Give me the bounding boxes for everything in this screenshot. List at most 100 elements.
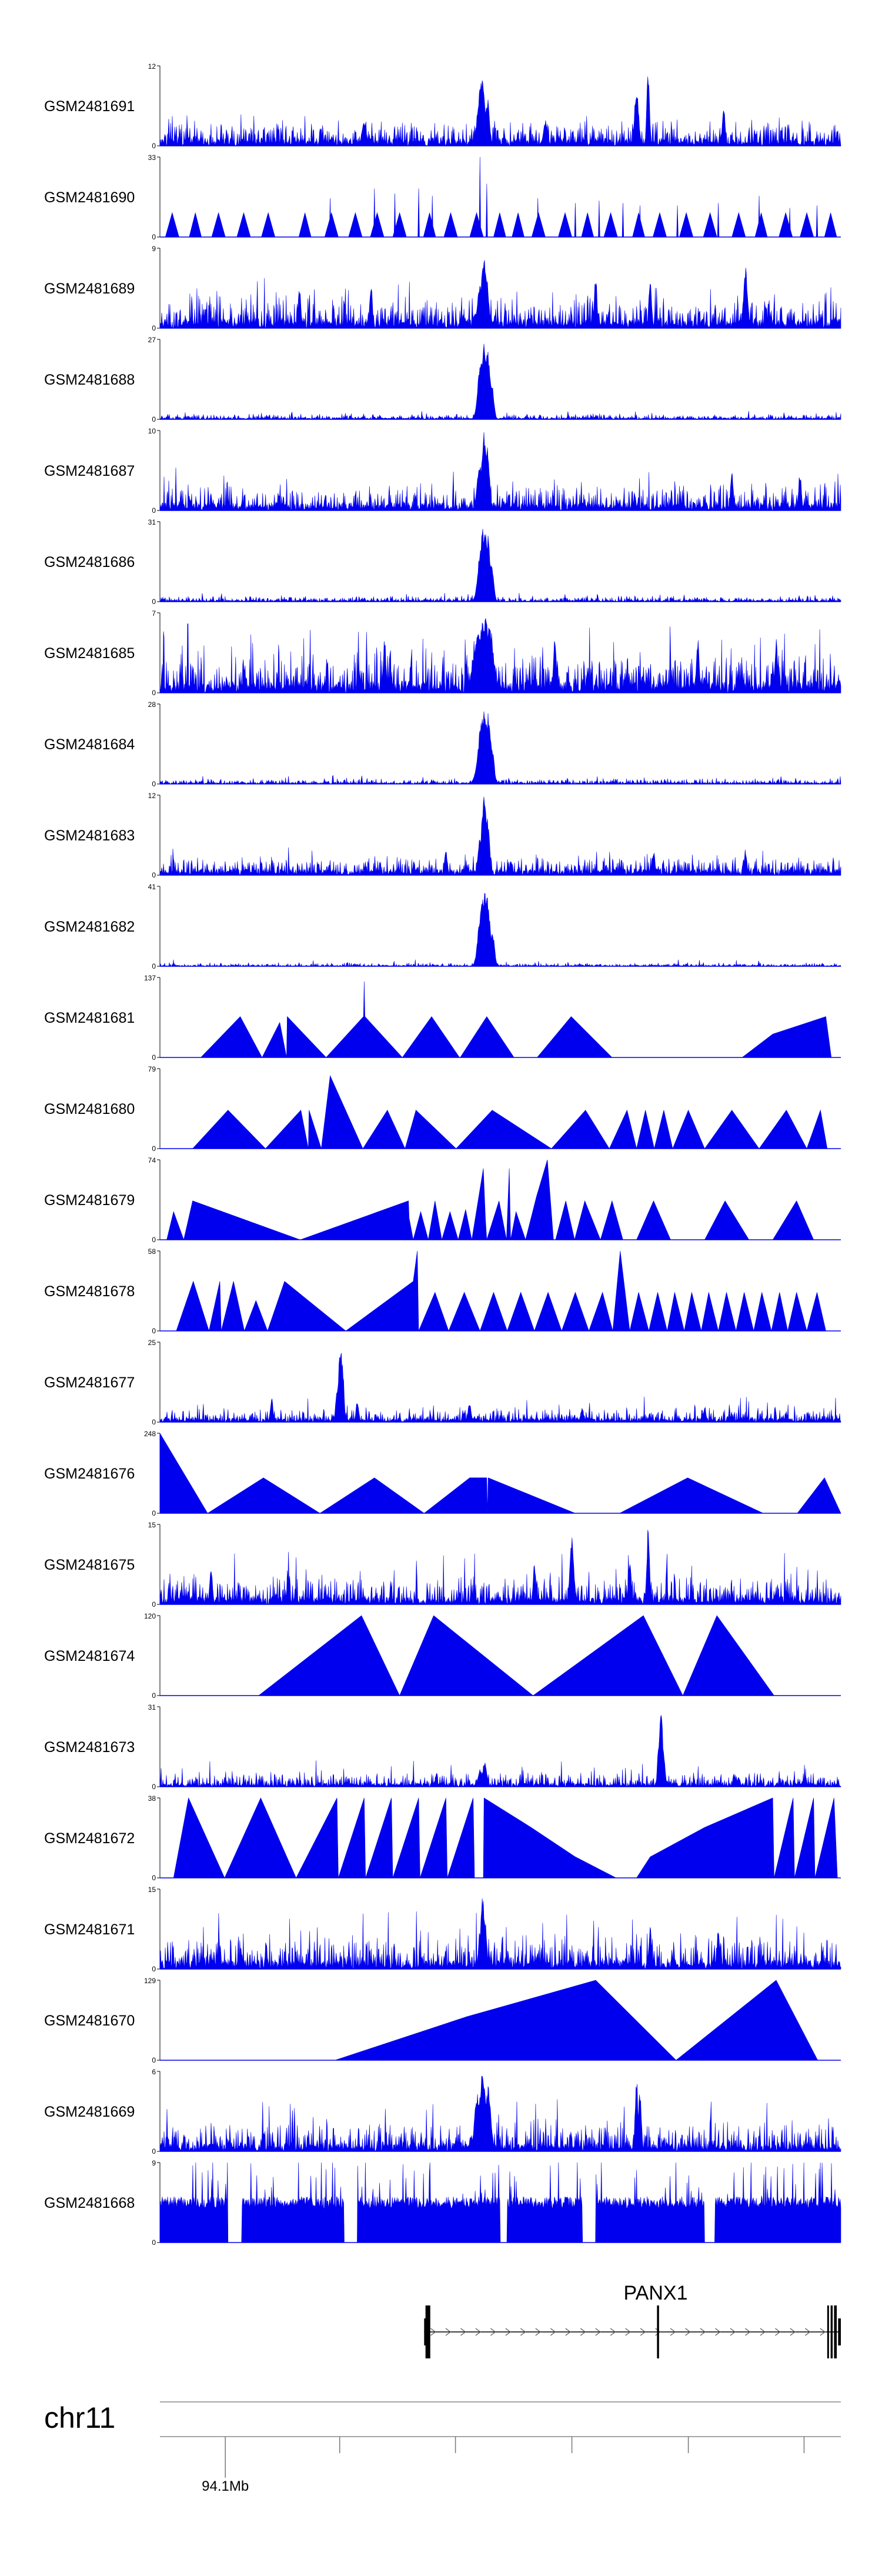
track-gsm2481670: GSM2481670 129 0 [44, 1977, 841, 2064]
strand-chevron-icon [700, 2328, 706, 2336]
y-tick-label-max: 7 [152, 609, 156, 618]
y-tick-label-zero: 0 [152, 2238, 156, 2247]
y-tick-label-zero: 0 [152, 1691, 156, 1700]
track-gsm2481669: GSM2481669 6 0 [44, 2068, 841, 2155]
strand-chevron-icon [595, 2328, 601, 2336]
strand-chevron-icon [580, 2328, 586, 2336]
track-gsm2481681: GSM2481681 137 0 [44, 974, 841, 1062]
track-gsm2481678: GSM2481678 58 0 [44, 1247, 841, 1335]
track-gsm2481673: GSM2481673 31 0 [44, 1703, 841, 1791]
track-gsm2481680: GSM2481680 79 0 [44, 1065, 841, 1153]
y-tick-label-max: 25 [148, 1339, 156, 1347]
y-tick-label-max: 120 [144, 1612, 156, 1620]
y-tick-label-max: 38 [148, 1794, 156, 1803]
track-gsm2481674: GSM2481674 120 0 [44, 1612, 841, 1700]
track-label: GSM2481668 [44, 2195, 135, 2211]
y-tick-label-max: 41 [148, 883, 156, 891]
signal-area [201, 981, 832, 1058]
y-tick-label-zero: 0 [152, 962, 156, 970]
signal-area [159, 260, 841, 329]
track-label: GSM2481687 [44, 463, 135, 479]
strand-chevron-icon [550, 2328, 556, 2336]
gene-exon [838, 2318, 841, 2345]
signal-area [258, 1615, 774, 1696]
chromosome-tick-label: 94.1Mb [202, 2478, 249, 2494]
y-tick-label-max: 33 [148, 154, 156, 162]
track-label: GSM2481683 [44, 827, 135, 844]
gene-exon [425, 2305, 430, 2358]
track-label: GSM2481679 [44, 1192, 135, 1209]
signal-area [335, 1980, 818, 2061]
y-tick-label-zero: 0 [152, 1418, 156, 1426]
track-gsm2481686: GSM2481686 31 0 [44, 518, 841, 606]
y-tick-label-max: 79 [148, 1065, 156, 1073]
strand-chevron-icon [760, 2328, 766, 2336]
signal-area [159, 2162, 841, 2243]
y-tick-label-max: 248 [144, 1430, 156, 1438]
y-tick-label-max: 15 [148, 1886, 156, 1894]
y-tick-label-zero: 0 [152, 780, 156, 788]
signal-area [159, 1898, 841, 1970]
signal-area [159, 529, 841, 603]
strand-chevron-icon [715, 2328, 721, 2336]
strand-chevron-icon [640, 2328, 646, 2336]
chromosome-axis: chr11 94.1Mb [44, 2401, 841, 2494]
y-tick-label-max: 9 [152, 245, 156, 253]
signal-area [159, 618, 841, 693]
track-gsm2481668: GSM2481668 9 0 [44, 2159, 841, 2247]
y-tick-label-zero: 0 [152, 1509, 156, 1517]
y-tick-label-max: 74 [148, 1156, 156, 1164]
y-tick-label-max: 28 [148, 700, 156, 709]
strand-chevron-icon [775, 2328, 781, 2336]
y-tick-label-zero: 0 [152, 689, 156, 697]
signal-area [159, 432, 841, 511]
y-tick-label-max: 15 [148, 1521, 156, 1529]
track-gsm2481685: GSM2481685 7 0 [44, 609, 841, 697]
y-tick-label-zero: 0 [152, 142, 156, 150]
track-gsm2481672: GSM2481672 38 0 [44, 1794, 841, 1882]
y-tick-label-max: 31 [148, 1703, 156, 1711]
track-gsm2481671: GSM2481671 15 0 [44, 1886, 841, 1973]
track-label: GSM2481671 [44, 1921, 135, 1938]
y-tick-label-zero: 0 [152, 1053, 156, 1062]
y-tick-label-zero: 0 [152, 1874, 156, 1882]
signal-area [159, 1353, 841, 1423]
track-label: GSM2481673 [44, 1739, 135, 1756]
y-tick-label-max: 137 [144, 974, 156, 982]
track-gsm2481676: GSM2481676 248 0 [44, 1430, 841, 1517]
track-label: GSM2481675 [44, 1557, 135, 1573]
y-tick-label-zero: 0 [152, 598, 156, 606]
track-label: GSM2481672 [44, 1830, 135, 1847]
strand-chevron-icon [505, 2328, 511, 2336]
gene-name-label: PANX1 [624, 2282, 688, 2304]
track-gsm2481688: GSM2481688 27 0 [44, 336, 841, 423]
signal-area [159, 711, 841, 785]
chromosome-label: chr11 [44, 2401, 115, 2434]
signal-area [166, 1159, 814, 1241]
y-tick-label-zero: 0 [152, 506, 156, 515]
strand-chevron-icon [490, 2328, 496, 2336]
y-tick-label-zero: 0 [152, 1236, 156, 1244]
track-gsm2481679: GSM2481679 74 0 [44, 1156, 841, 1244]
signal-area [159, 1715, 841, 1787]
track-label: GSM2481669 [44, 2104, 135, 2120]
strand-chevron-icon [535, 2328, 541, 2336]
strand-chevron-icon [520, 2328, 526, 2336]
signal-area [159, 796, 841, 876]
gene-exon [834, 2305, 837, 2358]
track-gsm2481677: GSM2481677 25 0 [44, 1339, 841, 1426]
y-tick-label-max: 6 [152, 2068, 156, 2076]
signal-area [165, 156, 837, 238]
gene-track: PANX1 [424, 2282, 841, 2358]
signal-area [192, 1075, 828, 1149]
track-label: GSM2481691 [44, 98, 135, 115]
gene-exon [827, 2305, 829, 2358]
track-gsm2481683: GSM2481683 12 0 [44, 792, 841, 879]
strand-chevron-icon [430, 2328, 436, 2336]
signal-area [159, 1530, 841, 1605]
track-gsm2481684: GSM2481684 28 0 [44, 700, 841, 788]
strand-chevron-icon [655, 2328, 661, 2336]
y-tick-label-max: 12 [148, 792, 156, 800]
signal-area [173, 1797, 838, 1878]
track-gsm2481687: GSM2481687 10 0 [44, 427, 841, 515]
